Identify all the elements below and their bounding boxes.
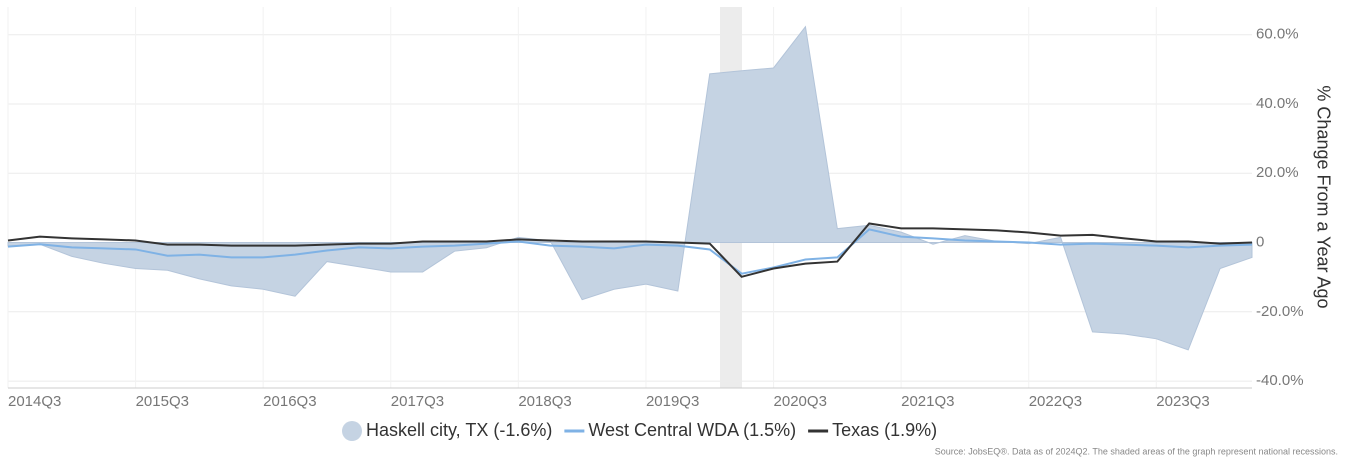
x-tick-label: 2018Q3: [518, 393, 571, 410]
legend-label: West Central WDA (1.5%): [588, 420, 796, 440]
source-note: Source: JobsEQ®. Data as of 2024Q2. The …: [935, 446, 1338, 456]
line: [7, 228, 1253, 275]
y-tick-label: 40.0%: [1256, 95, 1299, 112]
legend-label: Texas (1.9%): [832, 420, 937, 440]
y-axis-title: % Change From a Year Ago: [1313, 85, 1333, 308]
x-tick-label: 2021Q3: [901, 393, 954, 410]
legend: Haskell city, TX (-1.6%) West Central WDA…: [342, 420, 937, 441]
y-tick-label: -40.0%: [1256, 372, 1304, 389]
legend-swatch: [342, 421, 362, 441]
x-tick-label: 2014Q3: [8, 393, 61, 410]
line: [7, 222, 1253, 278]
x-tick-label: 2015Q3: [136, 393, 189, 410]
y-tick-label: 0: [1256, 233, 1264, 250]
legend-label: Haskell city, TX (-1.6%): [366, 420, 552, 440]
x-tick-label: 2023Q3: [1156, 393, 1209, 410]
y-tick-label: -20.0%: [1256, 303, 1304, 320]
y-tick-label: 20.0%: [1256, 164, 1299, 181]
y-tick-label: 60.0%: [1256, 26, 1299, 43]
x-tick-label: 2020Q3: [774, 393, 827, 410]
x-tick-label: 2022Q3: [1029, 393, 1082, 410]
x-tick-label: 2019Q3: [646, 393, 699, 410]
x-tick-label: 2017Q3: [391, 393, 444, 410]
x-tick-label: 2016Q3: [263, 393, 316, 410]
area: [7, 25, 1253, 351]
